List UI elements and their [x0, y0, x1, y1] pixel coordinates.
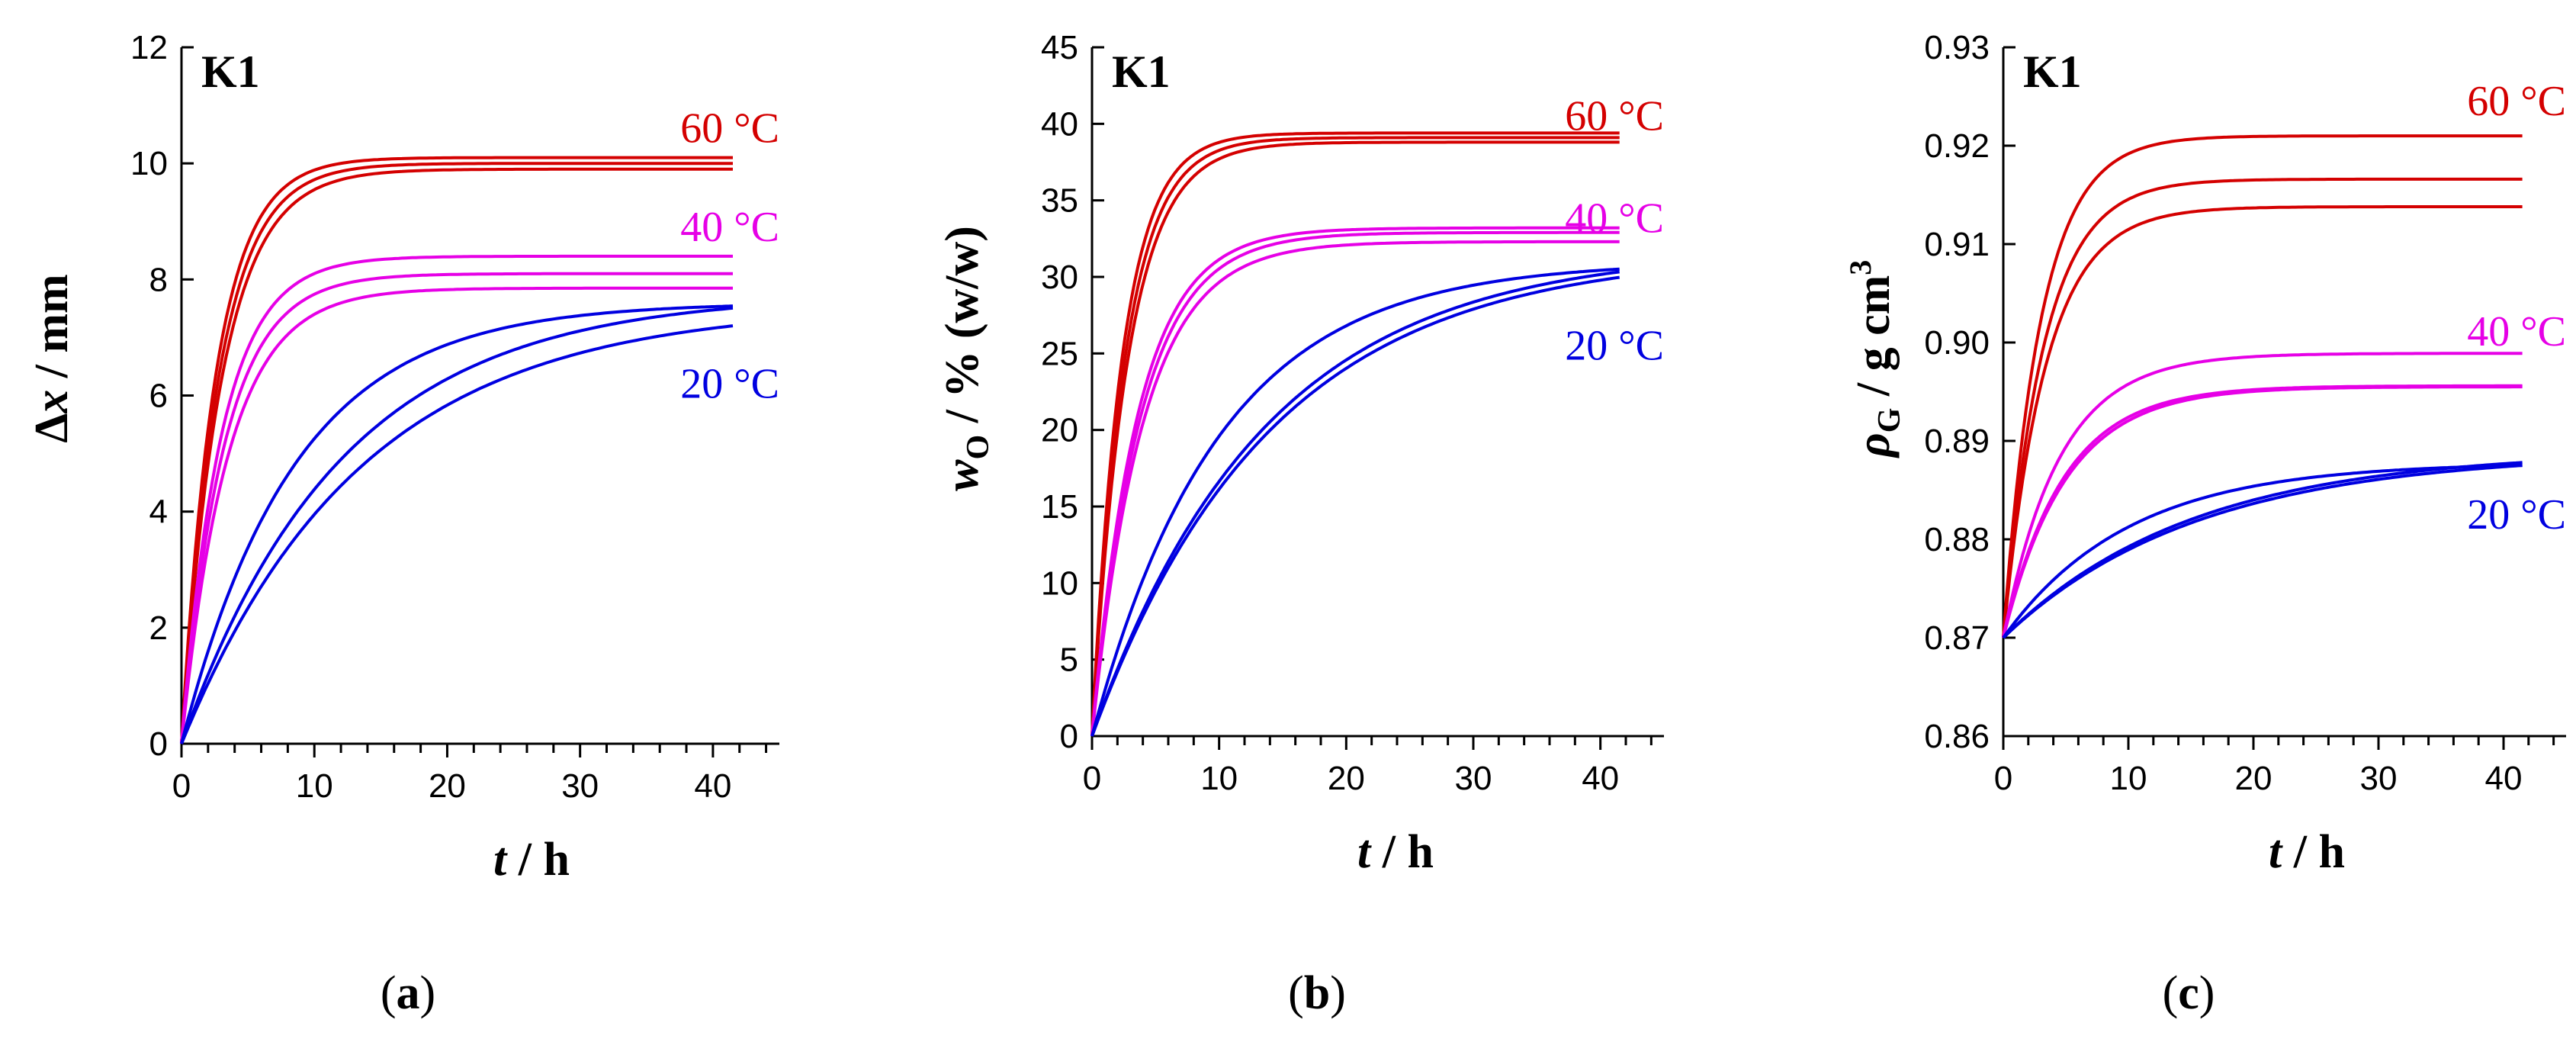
panel-b-curve-red-2 [1090, 136, 1620, 737]
panel-c-x-tick-label: 40 [2485, 760, 2523, 797]
panel-a-label-magenta: 40 °C [680, 204, 779, 251]
panel-a-tag: K1 [201, 47, 260, 97]
panel-a-y-tick-label: 2 [149, 609, 168, 647]
panel-c-curve-magenta-3 [2002, 385, 2523, 638]
panel-c-curve-red-3 [2002, 205, 2523, 638]
panel-b-curve-red-3 [1090, 140, 1620, 737]
panel-b-y-axis-title: wO / % (w/w) [936, 226, 996, 491]
panel-c-x-tick-label: 10 [2110, 760, 2147, 797]
panel-c-y-tick-label: 0.90 [1924, 324, 1990, 362]
caption-c: (c) [2163, 967, 2215, 1019]
panel-a-y-tick-label: 4 [149, 494, 168, 531]
panel-c-curve-blue-1 [2002, 464, 2523, 639]
panel-a-y-tick-label: 12 [130, 29, 168, 66]
panel-c-curve-red-1 [2002, 134, 2523, 638]
panel-b-y-tick-label: 35 [1041, 182, 1078, 220]
panel-c-y-tick-label: 0.93 [1924, 29, 1990, 66]
panel-a-curve-magenta-1 [180, 254, 733, 745]
panel-a-curve-red-1 [180, 156, 733, 745]
panel-b-y-tick-label: 10 [1041, 564, 1078, 602]
panel-b-x-tick-label: 10 [1200, 760, 1238, 797]
panel-a-x-axis-title: t / h [493, 834, 570, 886]
panel-b-label-red: 60 °C [1565, 92, 1664, 140]
caption-a: (a) [381, 967, 435, 1019]
panel-c-y-axis-title: ρG / g cm3 [1843, 260, 1907, 459]
panel-b-y-tick-label: 15 [1041, 488, 1078, 526]
panel-b-x-axis-title: t / h [1357, 826, 1434, 878]
panel-a-y-axis-title: Δx / mm [26, 274, 78, 442]
panel-b-tag: K1 [1112, 47, 1171, 97]
panel-a-curve-red-3 [180, 167, 733, 745]
panel-c-y-tick-label: 0.91 [1924, 226, 1990, 263]
panel-b-label-magenta: 40 °C [1565, 195, 1664, 243]
panel-b-y-tick-label: 25 [1041, 335, 1078, 372]
panel-b-curve-blue-2 [1090, 270, 1620, 737]
panel-c-curve-blue-3 [2002, 464, 2523, 639]
panel-b-y-tick-label: 20 [1041, 412, 1078, 449]
panel-b-y-tick-label: 40 [1041, 105, 1078, 143]
panel-a-curve-magenta-2 [180, 272, 733, 745]
panel-a-curve-blue-1 [180, 304, 734, 745]
panel-a-x-tick-label: 0 [172, 767, 191, 805]
panel-b-curve-red-1 [1090, 131, 1620, 737]
panel-a-curve-red-2 [180, 162, 733, 745]
panel-b-label-blue: 20 °C [1565, 322, 1664, 369]
panel-b-curve-magenta-3 [1090, 240, 1620, 737]
panel-a-x-tick-label: 40 [694, 767, 731, 805]
panel-b-chart: 0 5 10 15 20 25 30 35 40 45 0 10 20 30 40 t / h wO / % (… [936, 29, 1664, 878]
panel-b-curve-blue-3 [1090, 275, 1620, 737]
panel-a-curve-magenta-3 [180, 286, 733, 745]
panel-b-y-tick-label: 5 [1060, 642, 1078, 679]
panel-a-x-tick-label: 20 [429, 767, 466, 805]
panel-a-curve-blue-2 [180, 306, 734, 745]
panel-c-y-tick-label: 0.89 [1924, 423, 1990, 460]
panel-a-x-tick-label: 30 [561, 767, 599, 805]
panel-c-y-tick-label: 0.87 [1924, 619, 1990, 657]
panel-a-label-blue: 20 °C [680, 360, 779, 407]
panel-b-x-tick-label: 0 [1083, 760, 1101, 797]
panel-a-y-tick-label: 0 [149, 725, 168, 763]
panel-b-curve-magenta-2 [1090, 230, 1620, 737]
panel-c-y-tick-label: 0.86 [1924, 718, 1990, 755]
panel-c-tag: K1 [2023, 47, 2082, 97]
panel-c-curve-magenta-1 [2002, 352, 2523, 638]
panel-c-x-tick-label: 0 [1994, 760, 2012, 797]
panel-b-y-tick-label: 30 [1041, 259, 1078, 296]
panel-a-y-tick-label: 8 [149, 261, 168, 298]
panel-c-curve-red-2 [2002, 177, 2523, 638]
panel-a-x-tick-label: 10 [296, 767, 333, 805]
panel-c-x-tick-label: 20 [2235, 760, 2272, 797]
panel-a-curve-blue-3 [180, 324, 734, 745]
panel-c-x-tick-label: 30 [2360, 760, 2398, 797]
panel-b-curve-magenta-1 [1090, 226, 1620, 737]
panel-b-x-tick-label: 30 [1455, 760, 1492, 797]
panel-b-x-tick-label: 20 [1328, 760, 1365, 797]
panel-c-x-axis-title: t / h [2269, 826, 2345, 878]
panel-a-y-tick-label: 6 [149, 378, 168, 415]
panel-c-y-tick-label: 0.88 [1924, 521, 1990, 558]
panel-c-curve-blue-2 [2002, 461, 2523, 639]
panel-c-label-red: 60 °C [2467, 78, 2566, 125]
panel-c-chart: 0.86 0.87 0.88 0.89 0.90 0.91 0.92 0.93 0 10 20 30 4… [1843, 29, 2566, 878]
panel-b-x-tick-label: 40 [1582, 760, 1619, 797]
panel-c-label-blue: 20 °C [2467, 491, 2566, 539]
panel-b-y-tick-label: 0 [1060, 718, 1078, 755]
panel-c-y-tick-label: 0.92 [1924, 127, 1990, 165]
panel-a-chart: 0 2 4 6 8 10 12 0 10 20 30 40 t / h Δx / mm K1 60 °C 40 … [26, 29, 779, 886]
panel-a-y-tick-label: 10 [130, 145, 168, 182]
panel-b-curve-blue-1 [1090, 267, 1620, 737]
panel-c-label-magenta: 40 °C [2467, 308, 2566, 355]
panel-b-y-tick-label: 45 [1041, 29, 1078, 66]
panel-a-label-red: 60 °C [680, 105, 779, 153]
caption-b: (b) [1288, 967, 1346, 1019]
